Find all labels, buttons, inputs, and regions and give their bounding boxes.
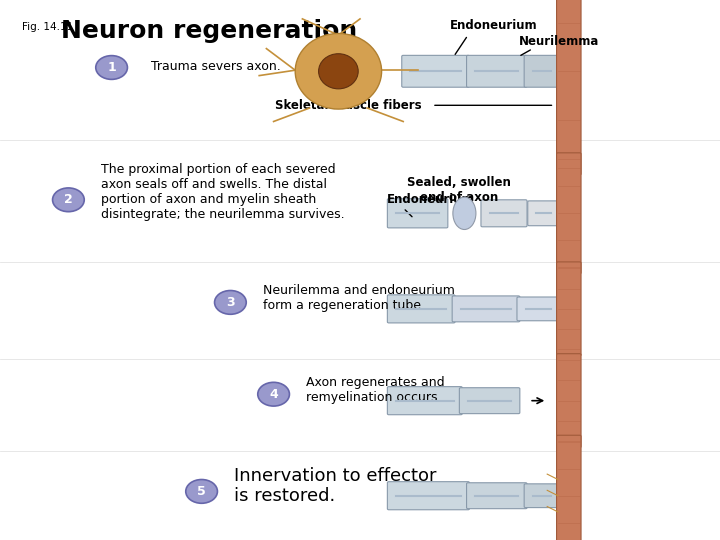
Ellipse shape bbox=[453, 197, 476, 230]
Circle shape bbox=[186, 480, 217, 503]
Ellipse shape bbox=[295, 33, 382, 109]
Text: Endoneurium: Endoneurium bbox=[450, 19, 538, 32]
FancyBboxPatch shape bbox=[402, 56, 469, 87]
FancyBboxPatch shape bbox=[557, 262, 581, 356]
FancyBboxPatch shape bbox=[452, 296, 520, 322]
FancyBboxPatch shape bbox=[481, 200, 527, 227]
FancyBboxPatch shape bbox=[557, 153, 581, 274]
FancyBboxPatch shape bbox=[387, 295, 455, 323]
FancyBboxPatch shape bbox=[467, 56, 527, 87]
FancyBboxPatch shape bbox=[557, 435, 581, 540]
Text: Skeletal muscle fibers: Skeletal muscle fibers bbox=[274, 99, 421, 112]
Circle shape bbox=[215, 291, 246, 314]
FancyBboxPatch shape bbox=[528, 201, 559, 226]
Text: Neurilemma: Neurilemma bbox=[518, 35, 599, 48]
Text: 3: 3 bbox=[226, 296, 235, 309]
Ellipse shape bbox=[318, 54, 359, 89]
Text: 2: 2 bbox=[64, 193, 73, 206]
FancyBboxPatch shape bbox=[557, 354, 581, 448]
Text: Neuron regeneration: Neuron regeneration bbox=[61, 19, 357, 43]
FancyBboxPatch shape bbox=[387, 482, 469, 510]
Text: Trauma severs axon.: Trauma severs axon. bbox=[151, 60, 281, 73]
Text: The proximal portion of each severed
axon seals off and swells. The distal
porti: The proximal portion of each severed axo… bbox=[101, 163, 344, 221]
FancyBboxPatch shape bbox=[517, 297, 559, 321]
Text: Axon regenerates and
remyelination occurs.: Axon regenerates and remyelination occur… bbox=[306, 376, 445, 404]
Circle shape bbox=[96, 56, 127, 79]
Text: Endoneurium: Endoneurium bbox=[387, 193, 475, 206]
FancyBboxPatch shape bbox=[387, 199, 448, 228]
FancyBboxPatch shape bbox=[459, 388, 520, 414]
FancyBboxPatch shape bbox=[524, 56, 559, 87]
Text: Sealed, swollen
end of axon: Sealed, swollen end of axon bbox=[408, 176, 511, 204]
FancyBboxPatch shape bbox=[387, 387, 462, 415]
Circle shape bbox=[53, 188, 84, 212]
FancyBboxPatch shape bbox=[557, 0, 581, 175]
Text: 4: 4 bbox=[269, 388, 278, 401]
Text: Innervation to effector
is restored.: Innervation to effector is restored. bbox=[234, 467, 436, 505]
Text: 1: 1 bbox=[107, 61, 116, 74]
Text: Fig. 14.11: Fig. 14.11 bbox=[22, 22, 73, 32]
FancyBboxPatch shape bbox=[524, 484, 559, 508]
Text: 5: 5 bbox=[197, 485, 206, 498]
Text: Neurilemma and endoneurium
form a regeneration tube.: Neurilemma and endoneurium form a regene… bbox=[263, 284, 454, 312]
FancyBboxPatch shape bbox=[467, 483, 527, 509]
Circle shape bbox=[258, 382, 289, 406]
